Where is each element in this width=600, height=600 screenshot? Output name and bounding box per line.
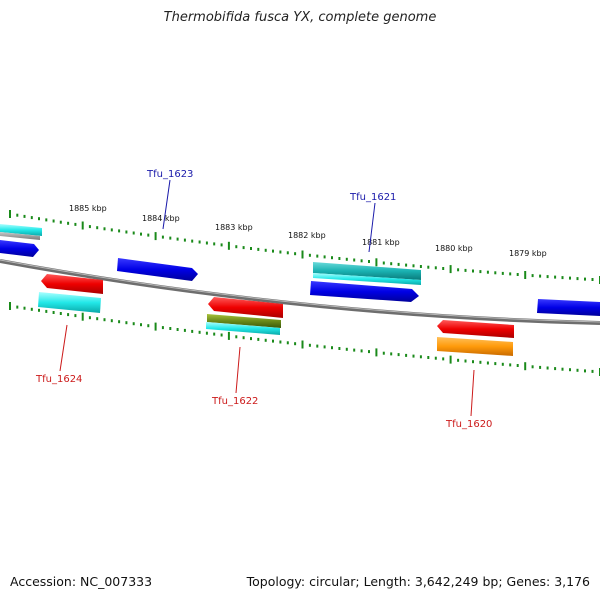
- gene-arrow-forward[interactable]: [310, 281, 419, 302]
- gene-label-tfu-1622[interactable]: Tfu_1622: [211, 396, 258, 407]
- gene-arrow-forward[interactable]: [537, 299, 600, 316]
- label-leader: [59, 324, 68, 372]
- gene-arrow-reverse[interactable]: [437, 320, 514, 338]
- gene-arrow-forward[interactable]: [0, 240, 39, 257]
- gene-feature[interactable]: [207, 314, 281, 328]
- scale-label: 1882 kbp: [288, 231, 326, 240]
- gene-label-tfu-1624[interactable]: Tfu_1624: [35, 374, 82, 385]
- accession-text: Accession: NC_007333: [10, 574, 153, 589]
- genome-backbone-highlight: [0, 259, 600, 323]
- gene-arrow-reverse[interactable]: [41, 274, 103, 294]
- gene-feature[interactable]: [206, 322, 280, 335]
- gene-feature[interactable]: [437, 337, 513, 356]
- gene-feature[interactable]: [0, 232, 40, 240]
- label-leader: [368, 202, 376, 253]
- gene-feature[interactable]: [38, 292, 101, 313]
- gene-label-tfu-1623[interactable]: Tfu_1623: [146, 169, 193, 180]
- scale-label: 1881 kbp: [362, 238, 400, 247]
- scale-label: 1883 kbp: [215, 223, 253, 232]
- label-leader: [470, 369, 475, 417]
- label-leader: [162, 179, 171, 230]
- gene-feature[interactable]: [0, 224, 42, 236]
- gene-arrow-forward[interactable]: [117, 258, 198, 281]
- gene-feature[interactable]: [313, 273, 421, 285]
- genome-backbone: [0, 259, 600, 325]
- outer-tick-track: [9, 210, 600, 284]
- scale-label: 1884 kbp: [142, 214, 180, 223]
- inner-tick-track: [9, 302, 600, 376]
- scale-label: 1880 kbp: [435, 244, 473, 253]
- genome-summary-text: Topology: circular; Length: 3,642,249 bp…: [246, 574, 590, 589]
- gene-label-tfu-1620[interactable]: Tfu_1620: [445, 419, 492, 430]
- gene-label-tfu-1621[interactable]: Tfu_1621: [349, 192, 396, 203]
- scale-label: 1885 kbp: [69, 204, 107, 213]
- scale-label: 1879 kbp: [509, 249, 547, 258]
- label-leader: [235, 346, 241, 394]
- map-title: Thermobifida fusca YX, complete genome: [163, 10, 437, 25]
- gene-feature[interactable]: [313, 262, 421, 280]
- gene-arrow-reverse[interactable]: [208, 297, 283, 318]
